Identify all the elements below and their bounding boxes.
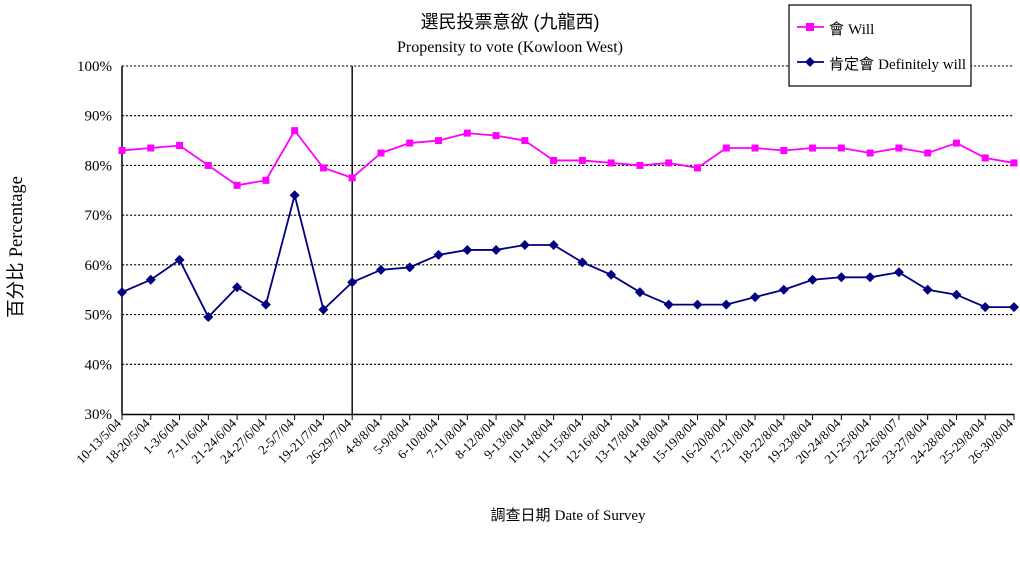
- svg-text:70%: 70%: [85, 208, 113, 224]
- svg-text:50%: 50%: [85, 308, 113, 324]
- svg-text:60%: 60%: [85, 258, 113, 274]
- svg-text:百分比 Percentage: 百分比 Percentage: [5, 176, 27, 318]
- svg-text:會 Will: 會 Will: [829, 21, 874, 38]
- svg-text:80%: 80%: [85, 158, 113, 174]
- svg-text:選民投票意欲 (九龍西): 選民投票意欲 (九龍西): [421, 12, 600, 32]
- svg-text:90%: 90%: [85, 109, 113, 125]
- svg-text:Propensity to vote (Kowloon We: Propensity to vote (Kowloon West): [397, 39, 623, 56]
- svg-text:調查日期 Date of Survey: 調查日期 Date of Survey: [491, 507, 646, 524]
- svg-text:100%: 100%: [77, 59, 112, 75]
- svg-text:肯定會 Definitely will: 肯定會 Definitely will: [829, 56, 966, 73]
- svg-text:40%: 40%: [85, 357, 113, 373]
